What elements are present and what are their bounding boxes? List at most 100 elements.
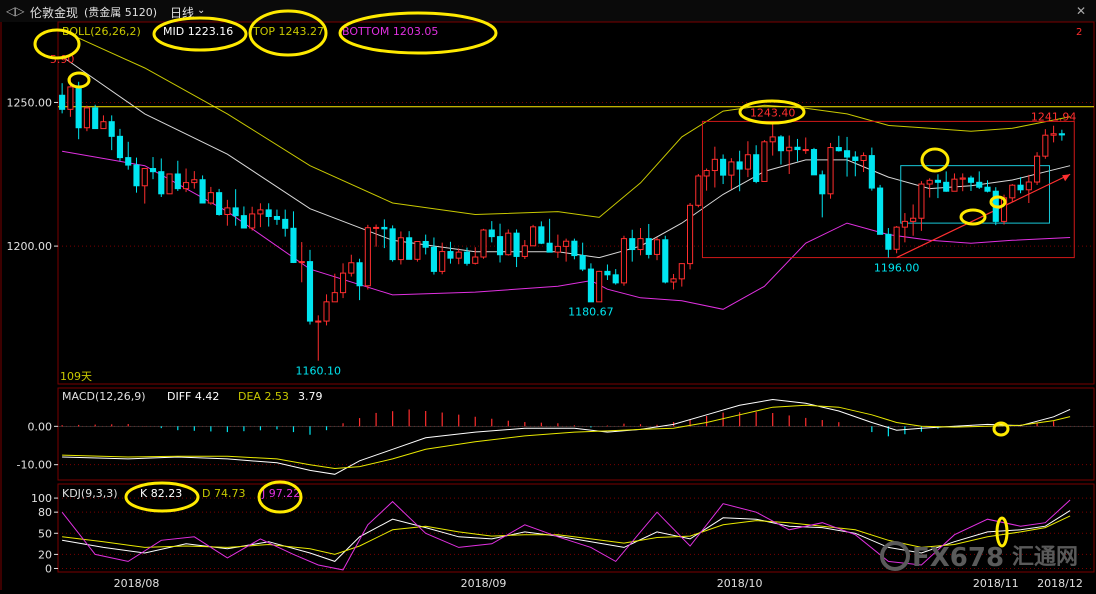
macd-dea-line [62, 404, 1071, 470]
candle-body [513, 232, 520, 257]
candle-body [1034, 155, 1041, 183]
candle-body [571, 240, 578, 257]
candle-body [1009, 184, 1016, 199]
candle-body [670, 278, 677, 283]
annotation-ellipse [152, 16, 248, 52]
macd-dea-value: DEA 2.53 [238, 390, 289, 403]
boll-bottom-value: BOTTOM 1203.05 [342, 25, 438, 38]
candle-body [587, 268, 594, 303]
candle-body [546, 242, 553, 253]
candle-body [843, 150, 851, 158]
candle-body [257, 209, 264, 215]
candle-body [265, 209, 272, 218]
annotation-ellipse [248, 9, 328, 57]
x-tick-label: 2018/10 [717, 577, 763, 590]
candle-body [348, 262, 355, 274]
candle-body [620, 238, 628, 284]
candle-body [835, 147, 842, 152]
candle-body [323, 301, 330, 322]
candle-body [926, 179, 933, 185]
candle-body [439, 251, 446, 272]
candle-body [315, 320, 322, 323]
candle-body [728, 161, 735, 176]
candle-body [794, 146, 801, 151]
kdj-j-line [61, 499, 1071, 571]
candle-body [406, 237, 413, 260]
macd-ytick-label: -10.00 [17, 459, 52, 472]
days-count-label: 109天 [60, 370, 92, 383]
x-tick-label: 2018/09 [461, 577, 507, 590]
kdj-ytick-label: 50 [38, 527, 52, 540]
candle-body [1058, 133, 1065, 136]
candle-body [455, 251, 462, 259]
candle-body [174, 173, 181, 190]
candle-body [389, 228, 396, 261]
candle-body [67, 86, 74, 110]
annotation-ellipse [338, 11, 498, 55]
price-label: 1196.00 [874, 262, 920, 275]
candle-body [1050, 133, 1057, 136]
corner-mark: 2 [1076, 27, 1082, 38]
candle-body [827, 147, 834, 195]
candle-body [645, 238, 652, 255]
price-label: 1241.94 [1031, 111, 1077, 124]
annotation-ellipse [67, 71, 91, 89]
candle-body [240, 215, 247, 229]
kdj-d-line [62, 515, 1071, 555]
watermark-logo-icon [880, 541, 910, 571]
candle-body [183, 182, 190, 190]
candle-body [662, 239, 669, 283]
kdj-label: KDJ(9,3,3) [62, 487, 118, 500]
candle-body [695, 175, 702, 206]
candle-body [83, 107, 90, 129]
instrument-category: (贵金属 5120) [84, 6, 158, 19]
macd-value: 3.79 [298, 390, 323, 403]
boll-mid-value: MID 1223.16 [163, 25, 233, 38]
macd-diff-line [62, 398, 1071, 475]
title-bar: ◁▷ 伦敦金现 (贵金属 5120) 日线 ⌄ ✕ [0, 0, 1096, 22]
candle-body [108, 121, 115, 137]
candle-body [868, 155, 875, 189]
candle-body [984, 186, 991, 192]
annotation-ellipse [959, 208, 987, 226]
period-selector[interactable]: 日线 [170, 6, 195, 20]
x-tick-label: 2018/08 [114, 577, 160, 590]
candle-body [216, 192, 223, 215]
candle-body [381, 226, 388, 230]
candle-body [744, 154, 751, 170]
candle-body [141, 168, 148, 187]
candle-body [331, 292, 338, 303]
candle-body [158, 171, 165, 195]
candle-body [290, 227, 297, 263]
macd-ytick-label: 0.00 [28, 420, 53, 433]
boll-top-value: TOP 1243.27 [252, 25, 324, 38]
left-right-arrows-icon[interactable]: ◁▷ [6, 4, 25, 18]
candle-body [720, 158, 727, 176]
annotation-ellipse [992, 421, 1010, 437]
candle-body [711, 158, 718, 172]
candle-body [604, 270, 611, 276]
candle-body [810, 149, 818, 176]
candle-body [1025, 181, 1032, 191]
close-icon[interactable]: ✕ [1076, 4, 1087, 18]
trend-arrow [1062, 174, 1071, 182]
candle-body [976, 181, 983, 188]
candle-body [959, 177, 966, 180]
annotation-ellipse [995, 516, 1009, 548]
kdj-k-value: K 82.23 [140, 487, 182, 500]
watermark-brand: FX678 [912, 543, 1004, 573]
candle-body [703, 170, 710, 177]
panel-frame-2 [57, 387, 1095, 481]
x-tick-label: 2018/11 [973, 577, 1019, 590]
candle-body [753, 154, 760, 182]
candle-body [521, 245, 528, 257]
candle-body [901, 220, 908, 228]
candle-body [563, 240, 570, 247]
chevron-down-icon[interactable]: ⌄ [197, 5, 206, 16]
candle-body [339, 272, 347, 294]
candle-body [736, 161, 743, 170]
price-label: 1160.10 [296, 365, 342, 378]
candle-body [306, 261, 314, 322]
